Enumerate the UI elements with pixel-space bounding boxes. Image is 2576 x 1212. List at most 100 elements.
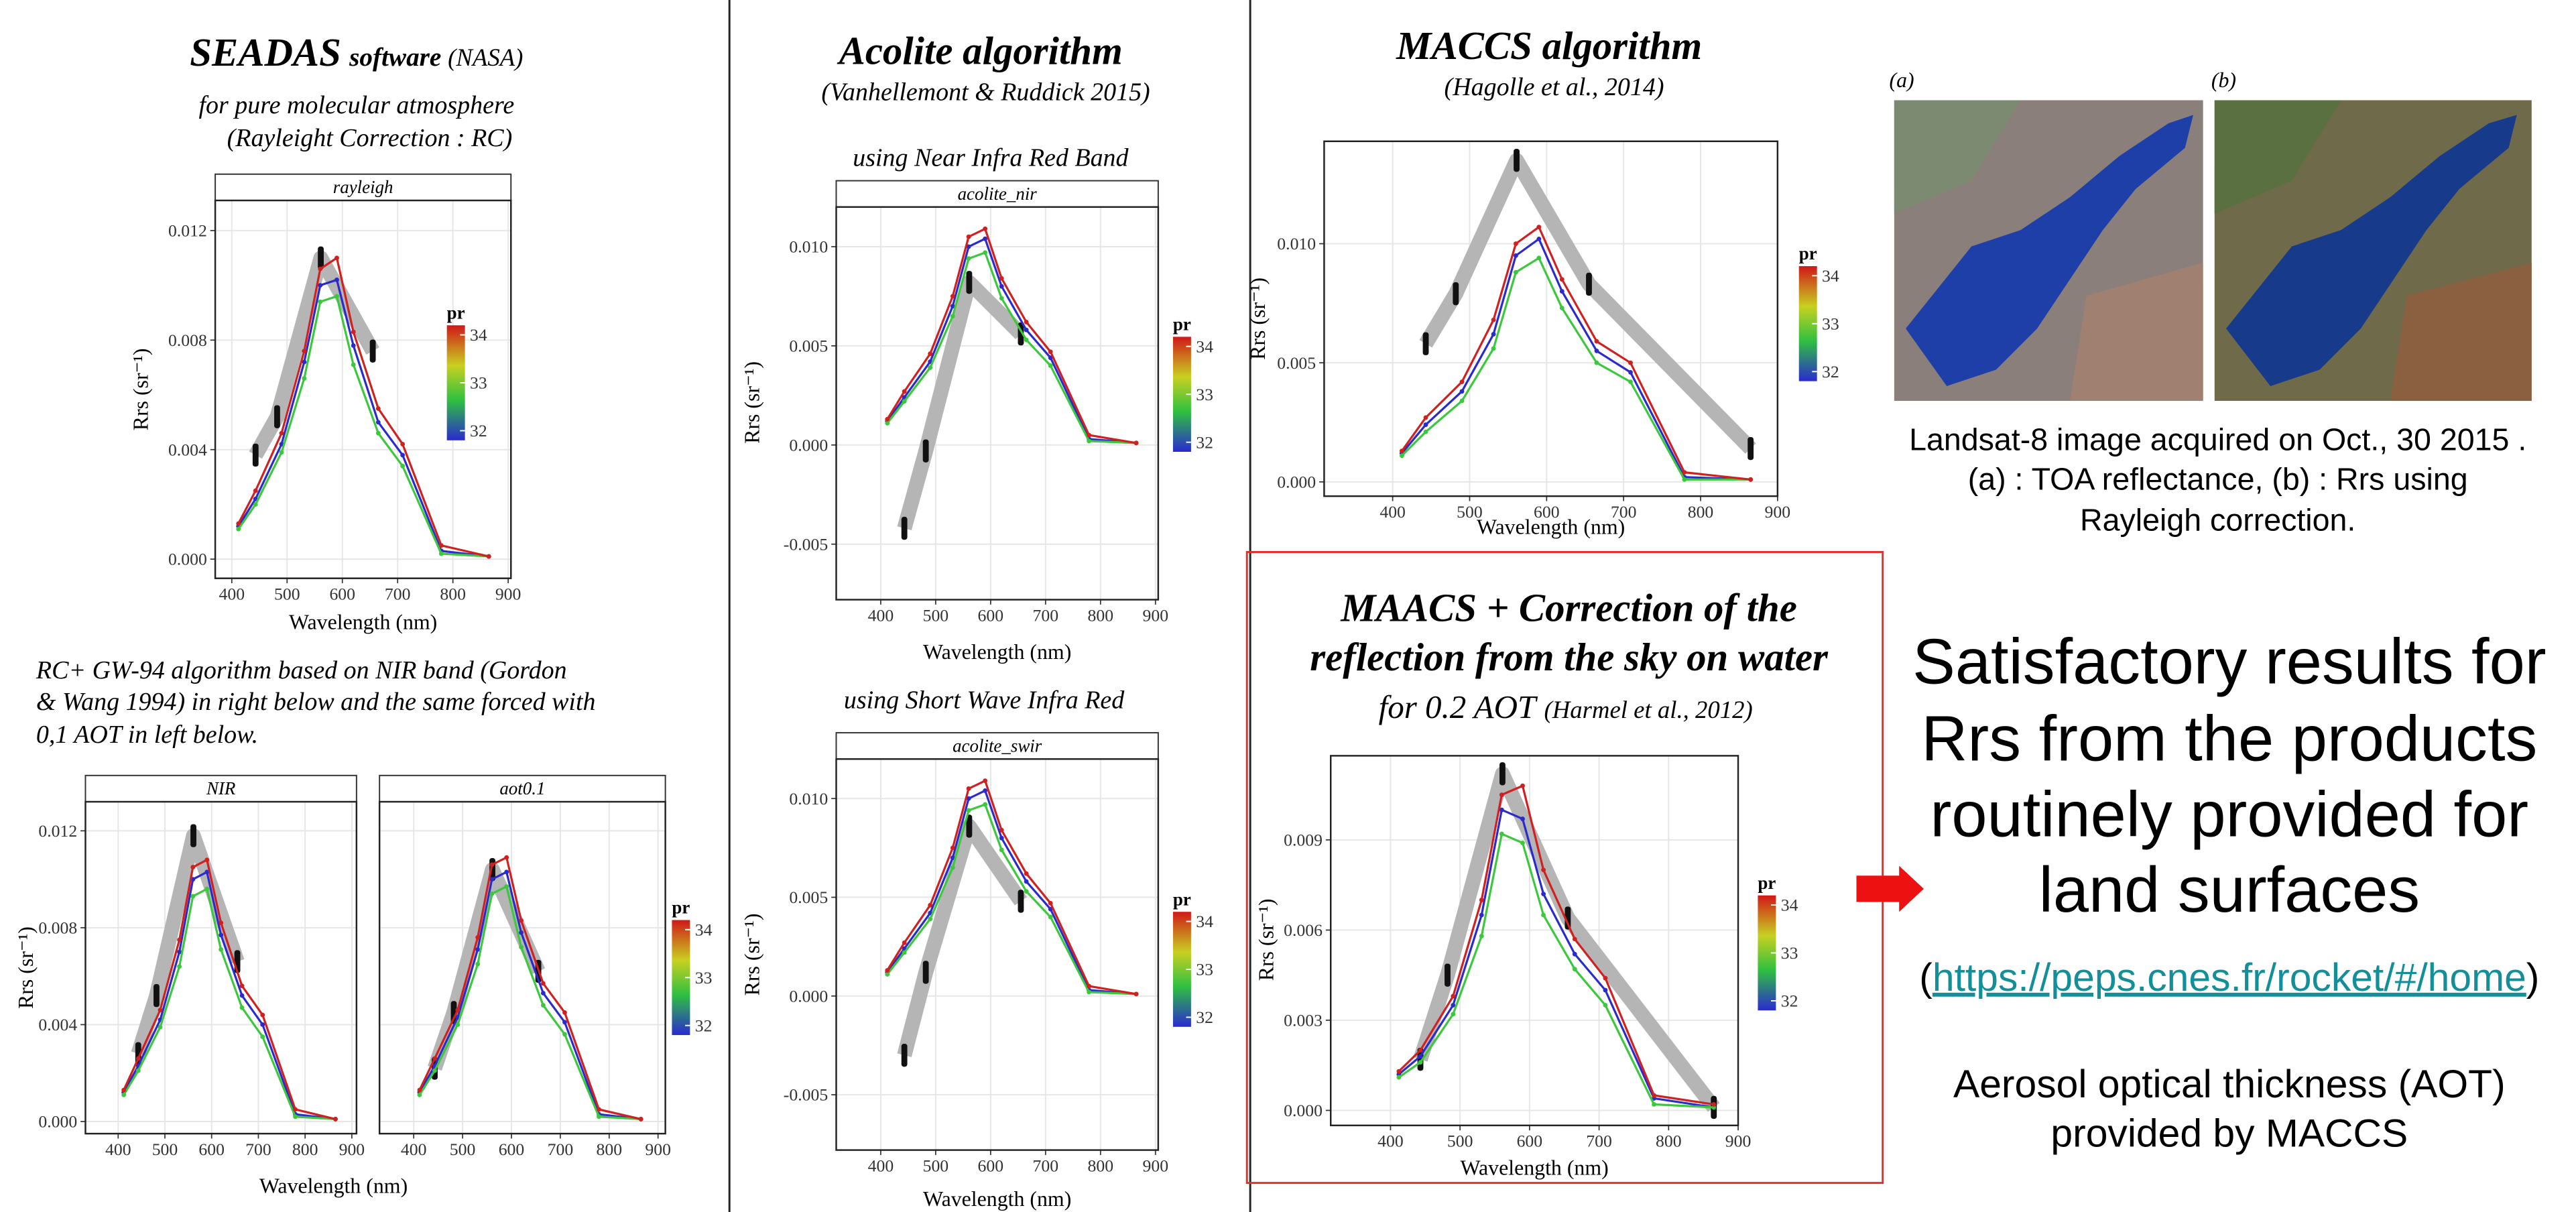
series-point (219, 947, 224, 952)
series-point (260, 1022, 265, 1027)
series-point (351, 362, 356, 367)
series-point (1541, 912, 1546, 918)
series-point (1418, 1060, 1423, 1065)
x-tick-label: 900 (1725, 1132, 1752, 1151)
series-point (1399, 453, 1404, 459)
y-tick-label: 0.005 (1277, 353, 1316, 373)
subtitle-ref: (Harmel et al., 2012) (1544, 696, 1752, 723)
series-point (260, 1012, 265, 1018)
reference-point (922, 961, 929, 984)
y-axis-label: Rrs (sr⁻¹) (740, 914, 763, 996)
series-point (1499, 831, 1504, 837)
strip (379, 774, 666, 803)
series-point (983, 236, 988, 241)
series-point (902, 399, 907, 404)
series-point (400, 452, 406, 458)
note: & Wang 1994) in right below and the same… (36, 688, 596, 716)
x-tick-label: 900 (1142, 1156, 1168, 1175)
series-point (400, 463, 406, 469)
conclusion: Rrs from the products (1921, 703, 2537, 775)
maccs-title: MACCS algorithm (1396, 24, 1702, 68)
series-point (1520, 840, 1525, 845)
x-tick-label: 700 (1611, 502, 1637, 522)
link[interactable]: https://peps.cnes.fr/rocket/#/home (1933, 956, 2526, 999)
plot-border (378, 800, 666, 1135)
image-label: (b) (2211, 68, 2236, 92)
y-tick-label: 0.012 (38, 821, 77, 841)
series-point (1396, 1075, 1402, 1080)
y-axis-label: Rrs (sr⁻¹) (129, 348, 153, 430)
conclusion: land surfaces (2039, 854, 2420, 926)
plot-border (835, 206, 1160, 601)
landsat-images (1894, 100, 2532, 402)
maacs-subtitle: for 0.2 AOT (Harmel et al., 2012) (1379, 688, 1753, 725)
series-point (999, 276, 1004, 281)
series-point (1423, 429, 1428, 434)
x-tick-label: 700 (245, 1140, 271, 1159)
series-point (1628, 360, 1633, 365)
series-point (562, 1020, 567, 1025)
series-point (219, 920, 224, 926)
y-tick-label: 0.000 (789, 986, 828, 1006)
series-point (1499, 792, 1504, 798)
y-tick-label: 0.005 (789, 336, 828, 355)
series-point (1024, 337, 1029, 343)
x-tick-label: 400 (105, 1140, 131, 1159)
y-tick-label: 0.010 (1277, 234, 1316, 253)
subtitle: for 0.2 AOT (1379, 688, 1538, 725)
x-tick-label: 800 (1088, 1156, 1114, 1175)
series-point (504, 869, 509, 875)
series-point (1559, 289, 1565, 294)
series-point (928, 902, 933, 908)
y-tick-label: 0.003 (1284, 1011, 1323, 1030)
reference-point (318, 246, 324, 269)
series-point (1087, 432, 1092, 438)
y-tick-label: 0.000 (38, 1112, 77, 1132)
series-point (504, 855, 509, 860)
series-point (1459, 379, 1465, 385)
series-point (1423, 422, 1428, 428)
plot-border (214, 199, 512, 579)
x-axis-label: Wavelength (nm) (923, 1187, 1071, 1211)
legend-label: 33 (1781, 943, 1798, 963)
paren: ) (2526, 956, 2540, 999)
series-point (1520, 816, 1525, 821)
series-point (902, 950, 907, 955)
series-point (885, 971, 890, 977)
series-point (885, 416, 890, 422)
series-point (983, 250, 988, 255)
plot-border (835, 758, 1160, 1151)
conclusion: Satisfactory results for (1912, 626, 2546, 698)
x-tick-label: 700 (1586, 1132, 1612, 1151)
lake (2225, 115, 2517, 386)
series-point (455, 1022, 461, 1027)
series-point (519, 918, 524, 923)
legend-label: 34 (695, 920, 713, 939)
series-point (190, 865, 196, 870)
series-point (1652, 1102, 1656, 1107)
series-point (1536, 255, 1542, 261)
x-tick-label: 600 (978, 605, 1004, 625)
legend-label: 33 (1822, 314, 1839, 333)
series-point (1513, 269, 1518, 275)
x-tick-label: 500 (923, 605, 949, 625)
series-point (475, 934, 481, 940)
series-point (1491, 332, 1496, 337)
series-point (1559, 306, 1565, 310)
x-tick-label: 700 (385, 585, 411, 604)
strip (835, 180, 1159, 208)
series-point (1087, 989, 1092, 995)
x-tick-label: 500 (152, 1140, 178, 1159)
series-point (121, 1087, 127, 1093)
series-point (950, 314, 955, 318)
series-point (1491, 346, 1496, 351)
series-point (1711, 1102, 1717, 1107)
x-tick-label: 600 (1534, 502, 1560, 522)
panel: rayleigh 0.000 0.004 0.008 0.012 400 500 600 700… (129, 173, 521, 634)
series-point (204, 857, 210, 863)
x-axis-label: Wavelength (nm) (289, 611, 437, 634)
series-point (177, 964, 182, 969)
series-point (1024, 327, 1029, 332)
reference-point (1453, 282, 1459, 306)
series-point (562, 1010, 567, 1015)
